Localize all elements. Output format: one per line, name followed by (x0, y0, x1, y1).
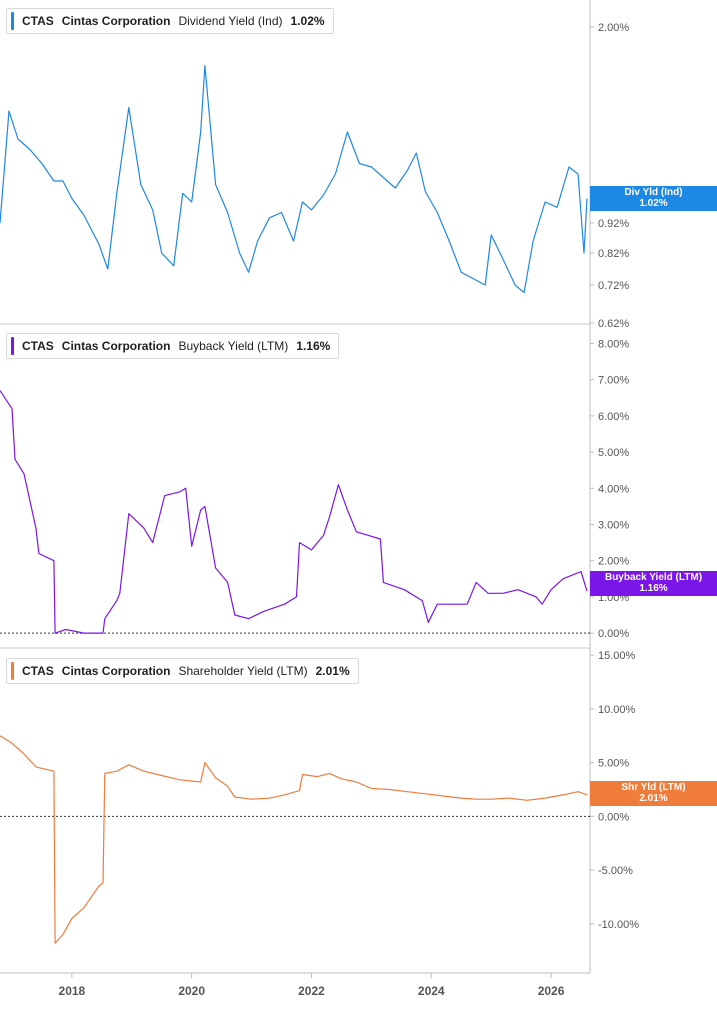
y-tick-label: 5.00% (598, 447, 629, 459)
legend-ticker: CTAS (22, 664, 54, 678)
legend-ticker: CTAS (22, 14, 54, 28)
y-tick-label: -10.00% (598, 919, 639, 931)
value-tag-shareholder: Shr Yld (LTM) 2.01% (590, 781, 717, 806)
legend-ticker: CTAS (22, 339, 54, 353)
value-tag-value: 1.02% (639, 198, 668, 209)
y-tick-label: 0.00% (598, 628, 629, 640)
y-tick-label: 10.00% (598, 704, 636, 716)
legend-value: 1.02% (290, 14, 325, 28)
y-tick-label: 7.00% (598, 375, 629, 387)
value-tag-dividend: Div Yld (Ind) 1.02% (590, 186, 717, 211)
x-tick-label: 2024 (418, 984, 445, 998)
legend-value: 1.16% (296, 339, 331, 353)
y-tick-label: 5.00% (598, 758, 629, 770)
legend-company: Cintas Corporation (61, 664, 171, 678)
y-tick-label: 0.72% (598, 280, 629, 292)
y-tick-label: 4.00% (598, 483, 629, 495)
legend-metric: Buyback Yield (LTM) (178, 339, 289, 353)
series-line-0 (0, 64, 588, 294)
legend-swatch-buyback (11, 337, 14, 355)
x-tick-label: 2022 (298, 984, 325, 998)
y-tick-label: 0.00% (598, 811, 629, 823)
value-tag-value: 2.01% (639, 793, 668, 804)
y-tick-label: 2.00% (598, 22, 629, 34)
y-tick-label: 0.82% (598, 248, 629, 260)
legend-buyback-yield: CTAS Cintas Corporation Buyback Yield (L… (6, 333, 340, 359)
legend-swatch-dividend (11, 12, 14, 30)
value-tag-label: Shr Yld (LTM) (621, 782, 686, 793)
value-tag-label: Buyback Yield (LTM) (604, 572, 703, 583)
y-tick-label: 0.92% (598, 218, 629, 230)
y-tick-label: 15.00% (598, 650, 636, 662)
legend-shareholder-yield: CTAS Cintas Corporation Shareholder Yiel… (6, 658, 359, 684)
y-tick-label: -5.00% (598, 865, 633, 877)
x-tick-label: 2020 (178, 984, 205, 998)
x-tick-label: 2018 (59, 984, 86, 998)
series-line-2 (0, 735, 588, 944)
value-tag-label: Div Yld (Ind) (624, 187, 683, 198)
legend-metric: Dividend Yield (Ind) (178, 14, 283, 28)
x-tick-label: 2026 (538, 984, 565, 998)
y-tick-label: 8.00% (598, 338, 629, 350)
legend-metric: Shareholder Yield (LTM) (178, 664, 308, 678)
y-tick-label: 0.62% (598, 318, 629, 330)
legend-swatch-shareholder (11, 662, 14, 680)
legend-company: Cintas Corporation (61, 14, 171, 28)
value-tag-buyback: Buyback Yield (LTM) 1.16% (590, 571, 717, 596)
legend-dividend-yield: CTAS Cintas Corporation Dividend Yield (… (6, 8, 334, 34)
legend-value: 2.01% (315, 664, 350, 678)
legend-company: Cintas Corporation (61, 339, 171, 353)
series-line-1 (0, 390, 588, 634)
y-tick-label: 6.00% (598, 411, 629, 423)
value-tag-value: 1.16% (639, 583, 668, 594)
y-tick-label: 2.00% (598, 556, 629, 568)
y-tick-label: 3.00% (598, 520, 629, 532)
